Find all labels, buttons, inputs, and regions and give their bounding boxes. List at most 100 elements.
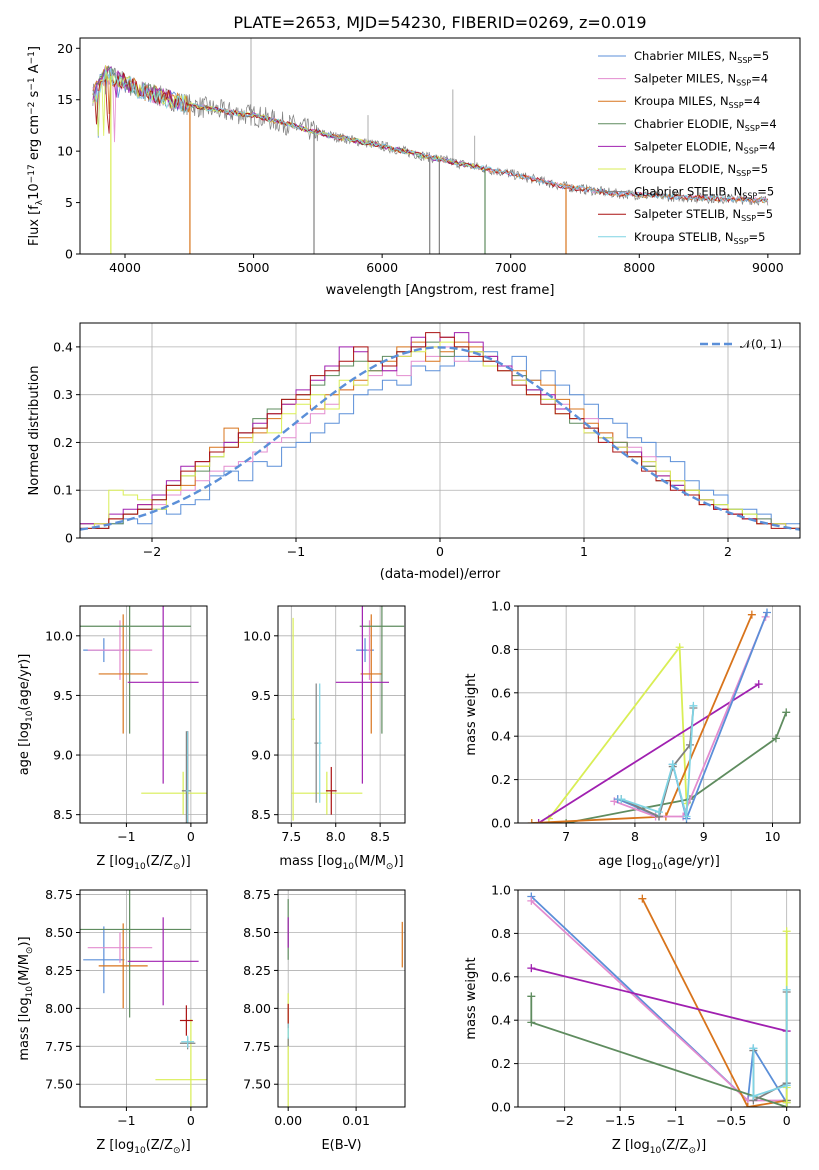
x-tick-label: 7	[562, 829, 570, 844]
y-tick-label: 0.6	[491, 685, 511, 700]
label-text: =5	[752, 49, 769, 63]
y-tick-label: 10.0	[243, 628, 271, 643]
weight-polyline	[752, 992, 788, 1102]
y-tick-label: 10	[57, 144, 73, 159]
legend-label: Chabrier STELIB, NSSP=5	[634, 185, 774, 201]
label-subscript: ⊙	[386, 862, 394, 872]
mass-vs-extinction-panel: 0.00 0.01 7.50 7.75 8.00 8.25 8.50 8.75 E(B-V)	[243, 887, 406, 1153]
label-text: )]	[181, 1138, 191, 1153]
y-axis-label: age [log10(age/yr)]	[17, 654, 35, 776]
errorbar-series	[80, 890, 207, 1107]
label-text: ]	[27, 46, 42, 51]
y-tick-label: 8.25	[243, 963, 271, 978]
y-tick-label: 8.50	[45, 925, 73, 940]
weight-series-line	[527, 964, 791, 1036]
weight-marker	[527, 896, 536, 905]
histogram-series	[80, 332, 800, 538]
x-tick-label: 0	[187, 1113, 195, 1128]
x-axis-label: Z [log10(Z/Z⊙)]	[96, 854, 190, 872]
label-text: Salpeter STELIB, N	[634, 207, 741, 221]
y-tick-label: 7.75	[243, 1039, 271, 1054]
label-text: mass [log	[279, 854, 342, 869]
label-subscript: SSP	[744, 146, 759, 155]
y-tick-label: 9.5	[53, 688, 73, 703]
weight-marker	[668, 760, 677, 769]
weight-series-line	[617, 701, 698, 821]
y-tick-label: 0.2	[491, 1056, 511, 1071]
weight-vs-metallicity-panel: −2 −1.5 −1 −0.5 0 0.0 0.2 0.4 0.6 0.8 1.0 Z [log10(…	[464, 883, 801, 1156]
weight-polyline	[613, 616, 767, 818]
y-tick-label: 0.0	[491, 1100, 511, 1115]
x-axis-label: Z [log10(Z/Z⊙)]	[96, 1138, 190, 1156]
label-subscript: λ	[35, 199, 45, 205]
label-text: 10	[27, 183, 42, 200]
legend-label: Kroupa MILES, NSSP=4	[634, 94, 760, 110]
y-axis-label: mass weight	[464, 673, 479, 755]
legend-label: 𝒩(0, 1)	[740, 337, 782, 351]
label-text: Chabrier ELODIE, N	[634, 117, 745, 131]
label-text: Z [log	[96, 1138, 134, 1153]
x-tick-label: −1	[117, 1113, 135, 1128]
errorbar-point	[127, 606, 199, 784]
label-text: Z [log	[612, 1138, 650, 1153]
x-tick-label: 9000	[752, 260, 784, 275]
x-tick-label: 5000	[238, 260, 270, 275]
axes-frame	[277, 889, 406, 1108]
label-text: (Z/Z	[146, 854, 173, 869]
y-tick-label: 0	[65, 531, 73, 546]
weight-series-line	[534, 680, 763, 823]
axes-frame	[517, 889, 801, 1108]
weight-marker	[782, 1081, 791, 1090]
errorbar-point	[291, 771, 363, 815]
label-subscript: SSP	[741, 214, 756, 223]
weight-marker	[749, 1092, 758, 1101]
label-text: Chabrier STELIB, N	[634, 185, 742, 199]
x-axis-label: mass [log10(M/M⊙)]	[279, 854, 403, 872]
legend-label: Chabrier ELODIE, NSSP=4	[634, 117, 777, 133]
label-text: Z [log	[96, 854, 134, 869]
label-text: Chabrier MILES, N	[634, 49, 737, 63]
label-subscript: 10	[25, 710, 35, 722]
label-text: (Z/Z	[146, 1138, 173, 1153]
label-text: A	[27, 64, 42, 77]
weight-marker	[638, 894, 647, 903]
label-subscript: 10	[134, 862, 146, 872]
weight-marker	[749, 1044, 758, 1053]
normal-reference-curve	[80, 346, 800, 531]
errorbar-point	[155, 1018, 207, 1107]
spectrum-lines	[92, 38, 769, 254]
weight-marker	[527, 1018, 536, 1027]
y-tick-label: 0.4	[53, 339, 73, 354]
weight-marker	[782, 985, 791, 994]
y-tick-label: 0.4	[491, 729, 511, 744]
x-tick-label: −2	[143, 544, 161, 559]
y-tick-label: 0.8	[491, 642, 511, 657]
label-text: age [log	[598, 854, 651, 869]
histogram-step	[80, 332, 800, 538]
y-tick-label: 0.1	[53, 483, 73, 498]
x-tick-label: −1	[117, 829, 135, 844]
errorbar-point	[98, 923, 148, 1009]
label-subscript: SSP	[736, 169, 751, 178]
x-tick-label: −0.5	[716, 1113, 746, 1128]
histogram-panel: −2 −1 0 1 2 0 0.1 0.2 0.3 0.4 𝒩(0, 1) (data-model)/…	[27, 322, 801, 582]
spectrum-line	[92, 66, 769, 204]
label-text: Kroupa MILES, N	[634, 94, 729, 108]
weight-marker	[747, 610, 756, 619]
x-tick-label: 6000	[366, 260, 398, 275]
label-text: =5	[757, 185, 774, 199]
axes-frame	[79, 605, 208, 824]
weight-marker	[534, 819, 543, 823]
y-tick-label: 8.00	[45, 1001, 73, 1016]
label-subscript: ⊙	[688, 1146, 696, 1156]
weight-marker	[675, 643, 684, 652]
axes-frame	[79, 889, 208, 1108]
errorbar-series	[80, 606, 207, 823]
x-tick-label: −1	[666, 1113, 684, 1128]
legend-label: Salpeter STELIB, NSSP=5	[634, 207, 773, 223]
weight-marker	[782, 708, 791, 717]
weight-marker	[617, 795, 626, 804]
